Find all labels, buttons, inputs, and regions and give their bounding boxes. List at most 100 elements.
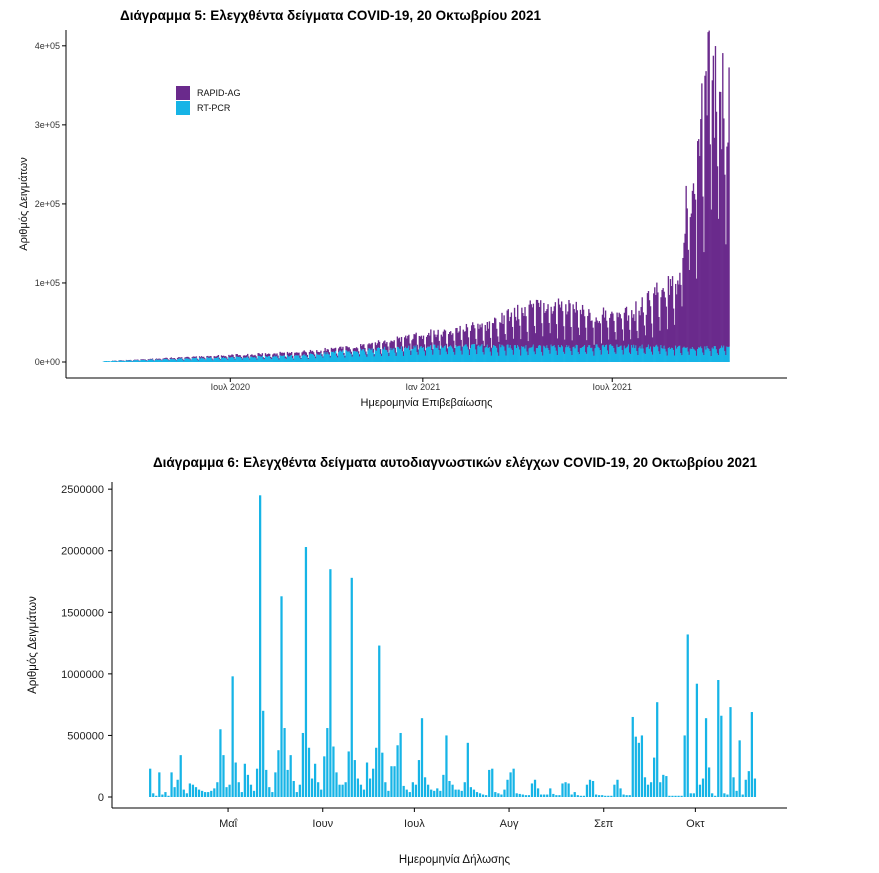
bar-rapid-ag <box>591 320 593 348</box>
bar-rt-pcr <box>524 348 526 362</box>
bar-rt-pcr <box>541 351 543 362</box>
bar-rapid-ag <box>154 358 157 360</box>
bar-rt-pcr <box>682 347 684 362</box>
bar-rapid-ag <box>258 353 260 356</box>
bar-rt-pcr <box>565 347 567 362</box>
bar-rt-pcr <box>436 348 438 362</box>
x-tick-label: Οκτ <box>686 818 705 830</box>
bar-rt-pcr <box>333 352 336 362</box>
bar <box>240 792 243 797</box>
bar-rapid-ag <box>478 328 480 346</box>
legend-swatch-rt-pcr <box>176 101 190 115</box>
bar <box>200 790 204 797</box>
bar-rt-pcr <box>396 346 399 362</box>
bar-rapid-ag <box>196 358 199 360</box>
bar-rt-pcr <box>617 347 619 362</box>
bar-rapid-ag <box>275 354 277 357</box>
bar-rt-pcr <box>356 351 359 362</box>
bar-rt-pcr <box>481 344 483 362</box>
bar-rt-pcr <box>346 350 348 362</box>
bar-rt-pcr <box>248 357 250 362</box>
bar-rt-pcr <box>457 346 459 362</box>
bar-rapid-ag <box>515 320 518 349</box>
bar-rt-pcr <box>345 350 347 362</box>
bar-rt-pcr <box>391 350 393 362</box>
bar-rt-pcr <box>527 355 529 362</box>
bar-rt-pcr <box>621 349 624 362</box>
bar-rapid-ag <box>332 348 335 352</box>
bar-rapid-ag <box>587 315 589 348</box>
bar-rapid-ag <box>217 354 220 357</box>
bar-rapid-ag <box>458 331 460 346</box>
bar-rapid-ag <box>210 356 212 358</box>
bar-rt-pcr <box>708 349 710 362</box>
bar-rapid-ag <box>459 325 461 346</box>
bar-rt-pcr <box>703 355 705 362</box>
bar-rt-pcr <box>581 346 584 362</box>
bar-rapid-ag <box>212 359 214 361</box>
bar-rt-pcr <box>616 344 618 362</box>
bar <box>494 792 497 797</box>
bar-rapid-ag <box>654 287 656 348</box>
bar-rapid-ag <box>198 356 201 358</box>
bar-rapid-ag <box>728 67 730 347</box>
bar <box>384 782 387 797</box>
bar-rapid-ag <box>457 332 459 347</box>
bar-rapid-ag <box>671 276 674 348</box>
bar-rt-pcr <box>194 357 197 362</box>
bar-rapid-ag <box>371 342 373 349</box>
bar-rapid-ag <box>242 355 245 358</box>
bar-rt-pcr <box>344 357 346 362</box>
bar-rt-pcr <box>228 356 230 362</box>
bar <box>246 774 250 797</box>
bar-rt-pcr <box>256 359 258 362</box>
bar-rapid-ag <box>367 344 369 351</box>
bar-rapid-ag <box>593 344 595 356</box>
y-tick-label: 2000000 <box>61 546 104 558</box>
x-tick-label: Σεπ <box>594 818 614 830</box>
bar-rapid-ag <box>647 291 650 345</box>
bar-rapid-ag <box>507 309 509 345</box>
bar-rapid-ag <box>533 325 536 352</box>
bar-rapid-ag <box>302 351 304 356</box>
bar-rapid-ag <box>609 317 611 345</box>
bar-rapid-ag <box>354 348 357 352</box>
bar-rt-pcr <box>720 347 722 362</box>
bar-rapid-ag <box>727 142 729 348</box>
bar <box>521 794 524 797</box>
bar-rapid-ag <box>412 338 414 349</box>
bar-rapid-ag <box>684 233 686 348</box>
bar-rt-pcr <box>633 344 635 362</box>
bar-rapid-ag <box>686 208 688 348</box>
bar-rt-pcr <box>158 359 160 362</box>
bar-rt-pcr <box>134 360 136 362</box>
bar-rt-pcr <box>491 347 494 362</box>
bar-rapid-ag <box>319 352 321 355</box>
bar-rapid-ag <box>523 316 525 347</box>
bar-rt-pcr <box>454 354 456 362</box>
bar <box>622 794 625 797</box>
bar-rt-pcr <box>536 348 539 362</box>
bar-rt-pcr <box>318 354 320 362</box>
bar-rt-pcr <box>199 358 202 362</box>
bar <box>231 676 234 797</box>
bar-rapid-ag <box>485 330 487 348</box>
bar-rapid-ag <box>529 300 531 348</box>
bar-rapid-ag <box>395 352 397 356</box>
bar-rapid-ag <box>502 324 504 346</box>
bar <box>368 778 372 797</box>
bar-rapid-ag <box>425 336 428 348</box>
bar-rapid-ag <box>149 358 152 360</box>
bar-rt-pcr <box>277 357 279 362</box>
bar-rapid-ag <box>379 349 382 354</box>
bar-rt-pcr <box>447 346 450 362</box>
bar-rapid-ag <box>162 358 164 360</box>
bar-rt-pcr <box>373 356 375 362</box>
bar-rapid-ag <box>184 357 186 359</box>
bar-rapid-ag <box>720 91 722 348</box>
bar-rapid-ag <box>194 356 197 358</box>
bar <box>738 740 741 797</box>
bar-rapid-ag <box>301 352 303 356</box>
y-axis-label: Αριθμός Δειγμάτων <box>27 596 39 694</box>
bar-rapid-ag <box>145 360 147 361</box>
